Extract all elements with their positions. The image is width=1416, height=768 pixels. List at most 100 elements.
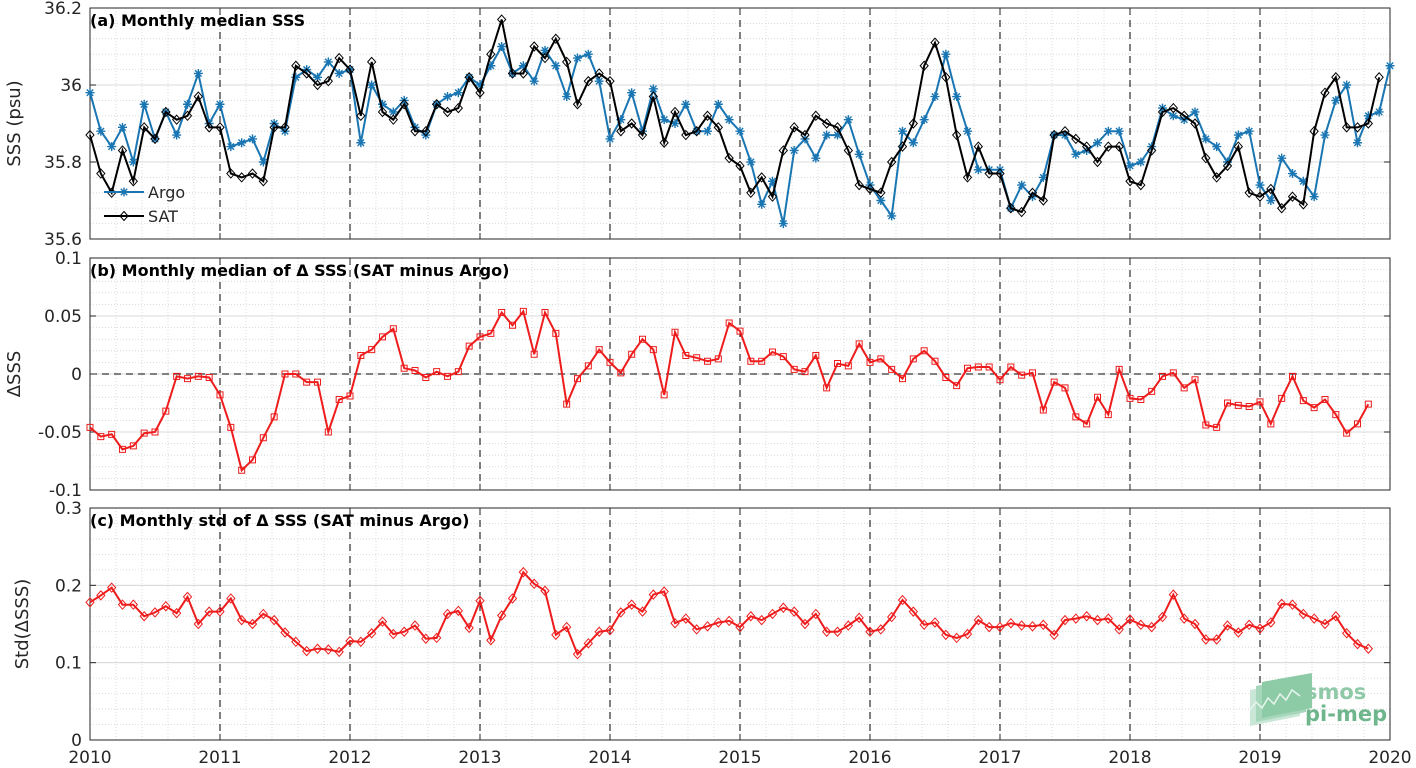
data-point bbox=[854, 179, 864, 191]
data-point bbox=[444, 372, 451, 380]
data-point bbox=[476, 333, 484, 341]
data-point bbox=[258, 175, 269, 187]
data-point bbox=[768, 176, 777, 186]
data-point bbox=[637, 606, 648, 617]
data-point bbox=[812, 351, 820, 359]
data-point bbox=[1148, 387, 1156, 395]
data-point bbox=[919, 619, 929, 631]
data-point bbox=[486, 634, 496, 646]
data-point bbox=[334, 646, 344, 658]
data-point bbox=[379, 333, 386, 341]
data-point bbox=[713, 617, 724, 628]
data-point bbox=[1136, 619, 1146, 631]
data-point bbox=[702, 621, 713, 632]
data-point bbox=[128, 157, 138, 167]
data-point bbox=[204, 122, 214, 133]
data-point bbox=[909, 355, 917, 363]
panel-title: (a) Monthly median SSS bbox=[90, 11, 305, 30]
data-point bbox=[897, 594, 908, 606]
data-point bbox=[1049, 129, 1059, 141]
data-point bbox=[367, 80, 377, 90]
data-point bbox=[931, 357, 939, 365]
data-point bbox=[1103, 126, 1113, 136]
data-point bbox=[996, 376, 1004, 384]
data-point bbox=[1007, 363, 1015, 371]
data-point bbox=[594, 68, 604, 79]
data-point bbox=[1061, 384, 1069, 392]
data-point bbox=[908, 118, 919, 129]
data-point bbox=[193, 618, 204, 630]
data-point bbox=[758, 357, 766, 365]
data-point bbox=[1157, 106, 1168, 118]
data-point bbox=[1287, 599, 1298, 610]
data-point bbox=[1038, 195, 1048, 206]
data-point bbox=[778, 602, 789, 614]
x-axis: 2010 2011 2012 2013 2014 2015 2016 2017 2018 2019… bbox=[68, 748, 1411, 768]
data-point bbox=[551, 33, 561, 45]
data-point bbox=[518, 68, 529, 79]
data-point bbox=[1159, 372, 1166, 380]
x-tick-label: 2012 bbox=[328, 748, 371, 768]
data-point bbox=[453, 88, 463, 98]
data-point bbox=[595, 346, 603, 354]
data-point bbox=[855, 340, 863, 348]
data-point bbox=[648, 84, 658, 94]
data-point bbox=[1038, 172, 1048, 182]
data-point bbox=[356, 636, 366, 648]
data-point bbox=[139, 99, 149, 109]
panel-title: (c) Monthly std of Δ SSS (SAT minus Argo… bbox=[90, 511, 469, 530]
data-point bbox=[171, 114, 182, 125]
data-point bbox=[681, 99, 691, 109]
data-point bbox=[85, 597, 95, 608]
data-point bbox=[790, 365, 798, 373]
data-point bbox=[464, 622, 474, 634]
data-point bbox=[465, 342, 473, 350]
data-point bbox=[1310, 404, 1318, 412]
data-point bbox=[746, 187, 756, 199]
data-point bbox=[1017, 620, 1027, 631]
data-point bbox=[1233, 141, 1243, 152]
data-point bbox=[118, 122, 127, 132]
data-point bbox=[1202, 421, 1210, 429]
data-point bbox=[400, 364, 408, 372]
data-point bbox=[1233, 130, 1243, 140]
data-point bbox=[422, 373, 430, 381]
data-point bbox=[216, 391, 224, 399]
data-point bbox=[498, 309, 506, 317]
data-point bbox=[194, 372, 202, 380]
data-point bbox=[854, 612, 864, 624]
data-point bbox=[573, 53, 582, 63]
data-point bbox=[626, 599, 637, 610]
data-point bbox=[1190, 107, 1200, 117]
data-point bbox=[681, 613, 691, 624]
data-point bbox=[1103, 613, 1113, 624]
data-point bbox=[789, 145, 799, 155]
data-point bbox=[1094, 393, 1101, 401]
data-point bbox=[659, 137, 669, 149]
data-point bbox=[442, 608, 453, 620]
data-point bbox=[269, 122, 279, 133]
data-point bbox=[1038, 619, 1048, 631]
data-point bbox=[1353, 138, 1362, 148]
data-point bbox=[204, 606, 214, 617]
data-point bbox=[1309, 192, 1319, 202]
y-tick-label: 0.1 bbox=[55, 654, 82, 674]
data-point bbox=[421, 125, 431, 137]
data-point bbox=[1212, 634, 1222, 645]
data-point bbox=[496, 14, 507, 25]
data-point bbox=[410, 125, 420, 137]
data-point bbox=[941, 629, 951, 641]
data-point bbox=[366, 628, 377, 639]
data-point bbox=[702, 110, 713, 122]
data-point bbox=[117, 145, 128, 156]
data-point bbox=[616, 115, 626, 125]
data-point bbox=[182, 110, 193, 122]
data-point bbox=[507, 593, 518, 604]
data-point bbox=[237, 138, 247, 148]
data-point bbox=[1320, 130, 1330, 140]
data-point bbox=[1299, 397, 1307, 405]
data-point bbox=[1092, 614, 1103, 626]
data-point bbox=[616, 125, 626, 137]
data-point bbox=[431, 98, 442, 110]
data-point bbox=[150, 133, 160, 145]
